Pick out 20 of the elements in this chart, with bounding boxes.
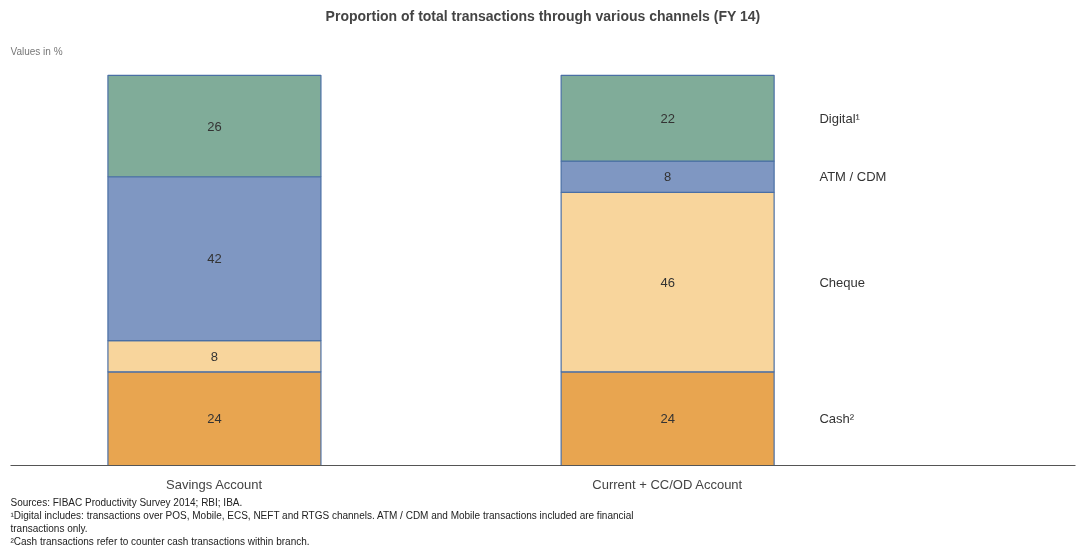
text: Cash² [819,411,855,427]
y-axis-title: Values in % [10,46,63,58]
data-label: 26 [207,118,222,134]
data-label: 24 [207,411,222,427]
text: ¹Digital includes: transactions over POS, Mobile, ECS, NEFT and RTGS channels. ATM / CDM and Mobile transactions included are financial [10,509,634,521]
data-label: 24 [660,411,675,427]
text: ²Cash transactions refer to counter cash transactions within branch. [10,535,310,547]
text: transactions only. [10,522,88,534]
data-label: 22 [660,110,675,126]
text: Digital¹ [819,110,861,126]
data-label: 46 [660,274,675,290]
text: Cheque [819,274,865,290]
data-label: 8 [664,169,672,185]
data-label: 42 [207,251,222,267]
chart-title: Proportion of total transactions through various channels (FY 14) [325,7,761,24]
source-note: Sources: FIBAC Productivity Survey 2014; RBI; IBA. [10,496,243,508]
data-label: 8 [210,348,219,364]
x-tick-label: Savings Account [166,476,263,492]
x-tick-label: Current + CC/OD Account [592,476,743,492]
text: ATM / CDM [819,169,887,185]
